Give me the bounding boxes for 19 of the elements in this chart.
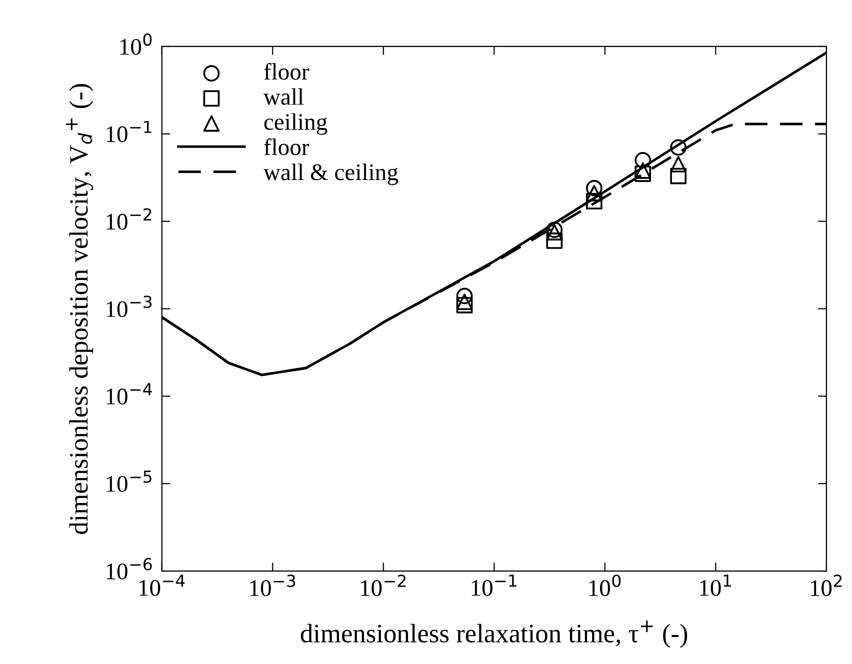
legend-label: wall & ceiling xyxy=(263,164,398,186)
x-tick-label: 10$^{0}$ xyxy=(589,574,621,596)
x-tick-label: 10$^{−1}$ xyxy=(472,574,516,596)
y-axis-title: dimensionless deposition velocity, V$_{d}$$^{+}$ (-) xyxy=(66,84,94,534)
y-tick-label: 10$^{−1}$ xyxy=(106,120,152,142)
y-tick-label: 10$^{−4}$ xyxy=(106,383,152,404)
y-tick-label: 10$^{−2}$ xyxy=(106,208,152,230)
x-axis-title: dimensionless relaxation time, τ$^{+}$ (-) xyxy=(300,620,688,648)
y-tick-label: 10$^{−5}$ xyxy=(106,470,152,492)
y-tick-label: 10$^{0}$ xyxy=(120,33,152,55)
legend-label: floor xyxy=(264,138,310,156)
legend-label: floor xyxy=(264,62,310,80)
x-tick-label: 10$^{2}$ xyxy=(810,574,842,596)
legend-label: ceiling xyxy=(264,113,328,135)
x-tick-label: 10$^{−3}$ xyxy=(250,574,296,596)
x-tick-label: 10$^{−2}$ xyxy=(361,574,406,596)
x-tick-label: 10$^{1}$ xyxy=(700,574,731,596)
y-tick-label: 10$^{−3}$ xyxy=(106,296,152,318)
legend-label: wall xyxy=(263,88,304,105)
